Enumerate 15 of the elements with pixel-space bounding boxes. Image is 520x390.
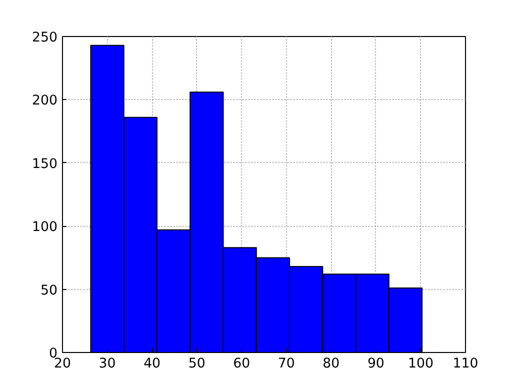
x-tick-label: 20 bbox=[54, 356, 71, 372]
x-tick-label: 70 bbox=[278, 356, 295, 372]
y-tick-label: 100 bbox=[32, 220, 58, 236]
x-tick-label: 80 bbox=[322, 356, 340, 372]
y-tick-label: 250 bbox=[32, 30, 58, 46]
x-tick-label: 60 bbox=[233, 356, 250, 372]
x-tick-label: 40 bbox=[144, 356, 161, 372]
y-tick-label: 50 bbox=[40, 283, 58, 298]
y-tick-label: 200 bbox=[32, 94, 58, 109]
y-tick-label: 150 bbox=[32, 156, 58, 172]
x-tick-label: 110 bbox=[452, 356, 478, 372]
x-tick-label: 50 bbox=[188, 356, 206, 372]
x-tick-label: 100 bbox=[408, 356, 434, 372]
x-tick-label: 30 bbox=[98, 356, 116, 372]
x-tick-label: 90 bbox=[367, 356, 384, 372]
